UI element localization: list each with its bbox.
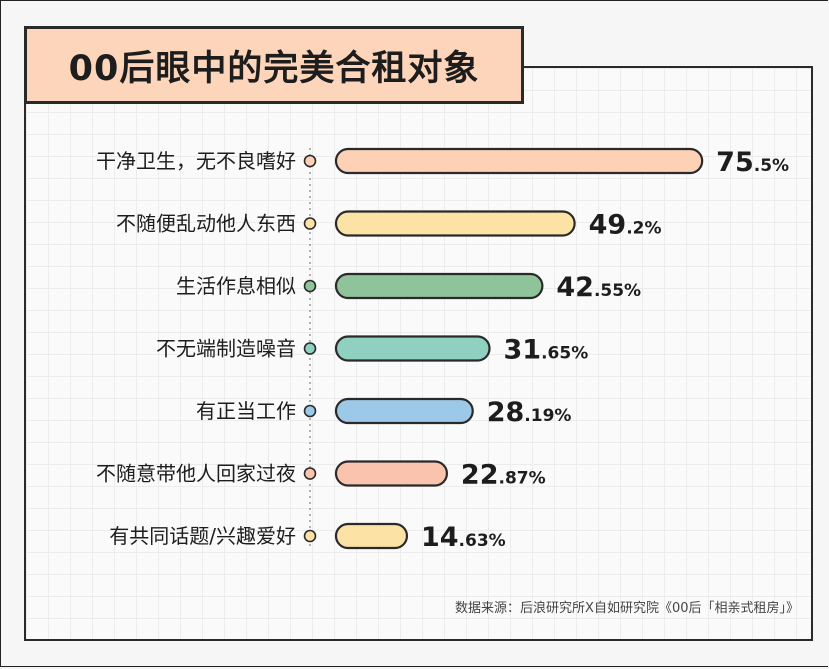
value-label-decimal: .65% — [541, 344, 588, 364]
category-label: 不无端制造噪音 — [156, 337, 296, 361]
bars-layer: 干净卫生，无不良嗜好 75.5% 不随便乱动他人东西 49.2% 生活作息相似 42.55… — [96, 147, 789, 553]
value-label-integer: 31 — [504, 335, 542, 366]
value-label: 22.87% — [461, 460, 546, 491]
chart-title: 00后眼中的完美合租对象 — [68, 48, 480, 89]
value-label: 31.65% — [504, 335, 589, 366]
category-label: 生活作息相似 — [176, 274, 296, 298]
bar — [334, 147, 704, 175]
value-label-integer: 42 — [556, 272, 594, 303]
value-label-integer: 22 — [461, 460, 499, 491]
value-label-decimal: .55% — [594, 281, 641, 301]
value-label: 28.19% — [487, 397, 572, 428]
value-label-decimal: .2% — [626, 219, 661, 239]
value-label: 49.2% — [589, 210, 662, 241]
category-dot — [303, 279, 317, 293]
category-label: 有正当工作 — [196, 399, 296, 423]
value-label: 75.5% — [716, 147, 789, 178]
bar — [334, 335, 491, 362]
category-dot — [303, 217, 317, 230]
category-dot — [303, 529, 317, 543]
value-label: 42.55% — [556, 272, 641, 303]
category-dot — [303, 154, 317, 168]
source-note: 数据来源：后浪研究所X自如研究院《00后「相亲式租房」》 — [455, 601, 799, 616]
value-label-decimal: .5% — [754, 156, 789, 176]
category-label: 不随意带他人回家过夜 — [96, 462, 296, 486]
value-label-integer: 14 — [421, 522, 459, 553]
bar — [334, 460, 449, 487]
value-label-decimal: .19% — [524, 406, 571, 426]
value-label-decimal: .87% — [498, 469, 545, 489]
category-dot — [303, 342, 317, 355]
value-label-integer: 75 — [716, 147, 754, 178]
category-dot — [303, 404, 317, 418]
value-label: 14.63% — [421, 522, 506, 553]
category-label: 不随便乱动他人东西 — [116, 212, 296, 236]
value-label-decimal: .63% — [459, 531, 506, 551]
bar — [334, 272, 544, 300]
bar — [334, 397, 474, 425]
category-label: 有共同话题/兴趣爱好 — [109, 524, 296, 548]
title-box: 00后眼中的完美合租对象 — [24, 26, 524, 104]
value-label-integer: 49 — [589, 210, 627, 241]
bar — [334, 522, 409, 550]
value-label-integer: 28 — [487, 397, 525, 428]
category-label: 干净卫生，无不良嗜好 — [96, 149, 296, 173]
bar — [334, 210, 576, 237]
category-dot — [303, 467, 317, 480]
